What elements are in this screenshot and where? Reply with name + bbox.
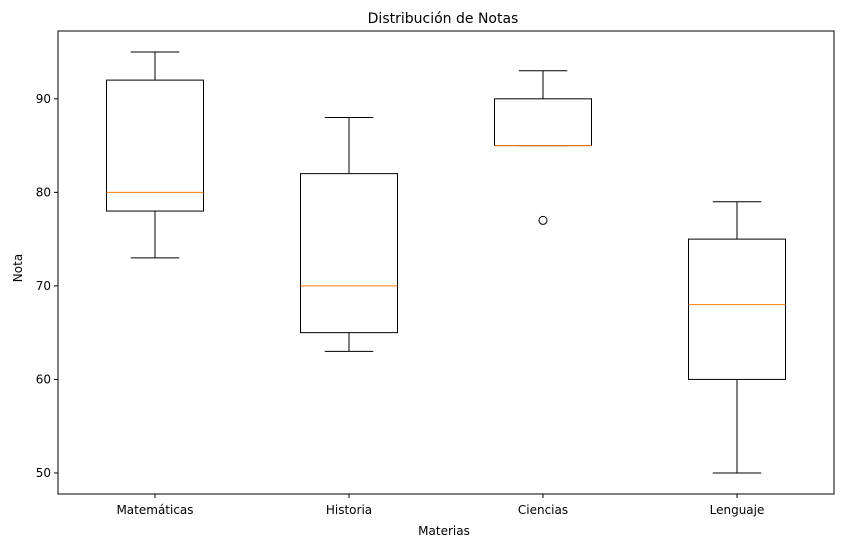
box-iqr: [106, 79, 204, 212]
x-tick-label: Lenguaje: [710, 503, 765, 517]
y-tick-label: 60: [36, 372, 51, 386]
box-iqr: [494, 98, 592, 147]
y-tick-label: 70: [36, 279, 51, 293]
y-tick-label: 90: [36, 92, 51, 106]
outlier-point: [538, 215, 548, 225]
x-tick-label: Historia: [326, 503, 372, 517]
box-iqr: [300, 173, 398, 334]
y-tick-label: 80: [36, 185, 51, 199]
x-tick-label: Ciencias: [518, 503, 568, 517]
x-tick-label: Matemáticas: [116, 503, 193, 517]
y-tick-label: 50: [36, 466, 51, 480]
plot-frame: [57, 30, 835, 495]
y-axis-label: Nota: [11, 254, 25, 282]
chart-title: Distribución de Notas: [368, 11, 519, 27]
x-axis-label: Materias: [418, 524, 470, 538]
box-iqr: [688, 238, 786, 380]
